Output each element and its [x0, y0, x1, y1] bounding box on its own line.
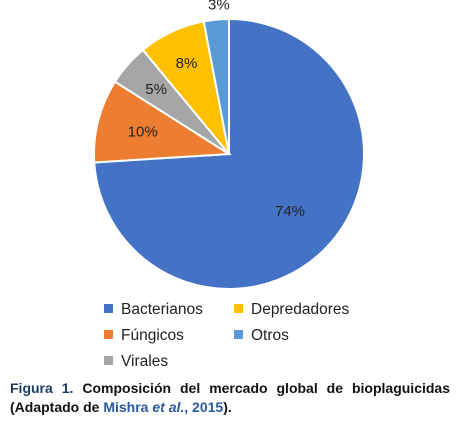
figure-caption: Figura 1. Composición del mercado global…	[10, 379, 450, 417]
data-label-virales: 5%	[145, 81, 167, 98]
data-label-fungicos: 10%	[128, 123, 158, 140]
caption-tail: ).	[223, 399, 232, 415]
figure-label: Figura 1.	[10, 380, 74, 396]
legend-swatch-depredadores	[234, 304, 243, 313]
data-label-otros: 3%	[208, 0, 230, 13]
legend-swatch-virales	[104, 356, 113, 365]
legend-label-otros: Otros	[251, 327, 289, 344]
legend-item-bacterianos: Bacterianos	[104, 301, 203, 319]
legend-item-otros: Otros	[234, 327, 289, 345]
pie-chart: 74% 10% 5% 8% 3%	[93, 0, 365, 290]
legend-label-bacterianos: Bacterianos	[121, 301, 203, 318]
reference-authors: Mishra	[103, 399, 153, 415]
caption-text: Composición del mercado global de biopla…	[10, 380, 450, 415]
legend-swatch-fungicos	[104, 330, 113, 339]
legend-swatch-otros	[234, 330, 243, 339]
data-label-depredadores: 8%	[176, 55, 198, 72]
data-label-bacterianos: 74%	[275, 203, 305, 220]
reference-etal: et al.	[152, 399, 185, 415]
legend-label-virales: Virales	[121, 353, 169, 370]
legend-label-depredadores: Depredadores	[251, 301, 350, 318]
legend-label-fungicos: Fúngicos	[121, 327, 184, 344]
pie-slice-fungicos	[93, 80, 233, 164]
legend-swatch-bacterianos	[104, 304, 113, 313]
legend-item-virales: Virales	[104, 353, 168, 371]
legend-item-fungicos: Fúngicos	[104, 327, 184, 345]
legend-item-depredadores: Depredadores	[234, 301, 349, 319]
reference-year: , 2015	[184, 399, 224, 415]
pie-slice-otros	[202, 17, 230, 155]
